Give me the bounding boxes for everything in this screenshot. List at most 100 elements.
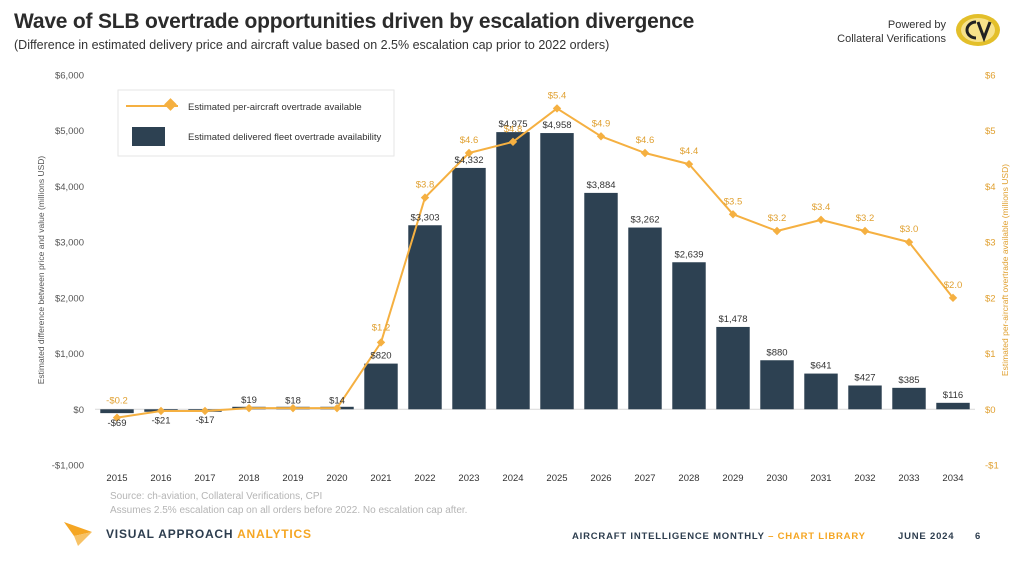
bar-value-label: $385 <box>898 375 919 386</box>
line-value-label: $3.8 <box>416 180 435 191</box>
line-value-label: $3.4 <box>812 202 831 213</box>
bar <box>452 167 486 410</box>
collateral-verifications-logo <box>956 14 1000 46</box>
bar <box>848 385 882 410</box>
x-tick-label: 2029 <box>722 473 743 484</box>
line-value-label: $5.4 <box>548 90 567 101</box>
brand-name: VISUAL APPROACH ANALYTICS <box>106 527 312 541</box>
bar <box>804 373 838 410</box>
x-tick-label: 2026 <box>590 473 611 484</box>
line-value-label: $4.4 <box>680 146 699 157</box>
source-line: Source: ch-aviation, Collateral Verifica… <box>110 491 323 502</box>
bar-value-label: -$21 <box>151 415 170 426</box>
x-tick-label: 2031 <box>810 473 831 484</box>
y-right-tick-label: $2 <box>985 293 996 304</box>
x-tick-label: 2016 <box>150 473 171 484</box>
line-value-label: $4.6 <box>636 135 655 146</box>
y-left-tick-label: $0 <box>73 405 84 416</box>
chart-legend: Estimated per-aircraft overtrade availab… <box>117 89 395 157</box>
line-marker <box>200 406 210 416</box>
bar-value-label: $116 <box>943 390 963 401</box>
bar-value-label: $19 <box>241 395 257 406</box>
line-marker <box>244 403 254 413</box>
line-value-label: $3.2 <box>856 213 875 224</box>
y-left-tick-label: $5,000 <box>55 126 84 137</box>
bar <box>496 132 530 410</box>
line-marker <box>376 338 386 347</box>
line-marker <box>684 159 694 169</box>
line-marker <box>288 403 298 413</box>
bar <box>716 326 750 410</box>
line-value-label: $4.8 <box>504 124 523 135</box>
bar <box>100 409 134 414</box>
powered-by-name: Collateral Verifications <box>837 33 946 45</box>
line-value-label: $3.5 <box>724 196 743 207</box>
publication-name: AIRCRAFT INTELLIGENCE MONTHLY <box>572 531 765 542</box>
powered-by: Powered by Collateral Verifications <box>837 18 946 46</box>
line-value-label: -$0.2 <box>106 396 128 407</box>
bar-value-label: $2,639 <box>674 249 703 260</box>
line-marker <box>816 215 826 225</box>
bar <box>584 192 618 410</box>
line-value-label: $4.9 <box>592 118 611 129</box>
line-series <box>116 107 954 419</box>
line-marker <box>948 293 958 303</box>
legend-bar-swatch <box>132 127 165 146</box>
line-marker <box>728 210 738 219</box>
footer-publication: AIRCRAFT INTELLIGENCE MONTHLY – CHART LI… <box>572 531 866 542</box>
bar-value-label: $3,262 <box>630 215 659 226</box>
bar <box>540 133 574 410</box>
x-tick-label: 2034 <box>942 473 963 484</box>
x-tick-label: 2015 <box>106 473 127 484</box>
y-right-tick-label: $4 <box>985 182 996 193</box>
chart-title: Wave of SLB overtrade opportunities driv… <box>14 10 695 33</box>
bar-value-label: $641 <box>810 361 831 372</box>
powered-by-label: Powered by <box>887 19 946 31</box>
bar-value-label: $4,332 <box>454 155 483 166</box>
line-value-label: $3.0 <box>900 224 919 235</box>
bar-value-label: $427 <box>854 372 875 383</box>
y-right-axis-title: Estimated per-aircraft overtrade availab… <box>1000 164 1010 376</box>
bar-value-label: $820 <box>370 351 391 362</box>
y-right-tick-label: $3 <box>985 238 996 249</box>
y-left-tick-label: $1,000 <box>55 349 84 360</box>
y-left-tick-label: $3,000 <box>55 238 84 249</box>
x-tick-label: 2019 <box>282 473 303 484</box>
bar-value-label: $880 <box>766 347 787 358</box>
x-tick-label: 2032 <box>854 473 875 484</box>
x-tick-label: 2023 <box>458 473 479 484</box>
bar-value-label: $3,303 <box>410 212 439 223</box>
bar <box>760 360 794 410</box>
y-right-tick-label: -$1 <box>985 461 999 472</box>
bar <box>892 387 926 410</box>
bar-value-label: $18 <box>285 395 301 406</box>
page-number: 6 <box>975 531 981 542</box>
line-marker <box>508 137 518 147</box>
legend-line-marker <box>164 98 177 111</box>
x-tick-label: 2024 <box>502 473 523 484</box>
chart-subtitle: (Difference in estimated delivery price … <box>14 38 610 52</box>
line-value-label: $1.2 <box>372 322 391 333</box>
line-marker <box>156 406 166 416</box>
bar <box>936 402 970 410</box>
line-marker <box>772 226 782 236</box>
line-value-label: $4.6 <box>460 135 479 146</box>
bar-value-label: $1,478 <box>718 314 747 325</box>
x-tick-label: 2025 <box>546 473 567 484</box>
assumption-line: Assumes 2.5% escalation cap on all order… <box>110 505 468 516</box>
bar-value-label: $4,958 <box>542 120 571 131</box>
brand-main: VISUAL APPROACH <box>106 527 234 541</box>
x-tick-label: 2022 <box>414 473 435 484</box>
y-left-axis-title: Estimated difference between price and v… <box>36 156 46 385</box>
line-marker <box>464 148 474 158</box>
x-tick-label: 2027 <box>634 473 655 484</box>
y-left-tick-label: $6,000 <box>55 71 84 82</box>
x-tick-label: 2033 <box>898 473 919 484</box>
publication-separator: – <box>768 531 775 542</box>
line-marker <box>552 104 562 113</box>
bar-value-label: -$69 <box>107 418 126 429</box>
line-value-label: $3.2 <box>768 213 787 224</box>
line-marker <box>860 226 870 236</box>
legend-bar-label: Estimated delivered fleet overtrade avai… <box>188 132 382 143</box>
